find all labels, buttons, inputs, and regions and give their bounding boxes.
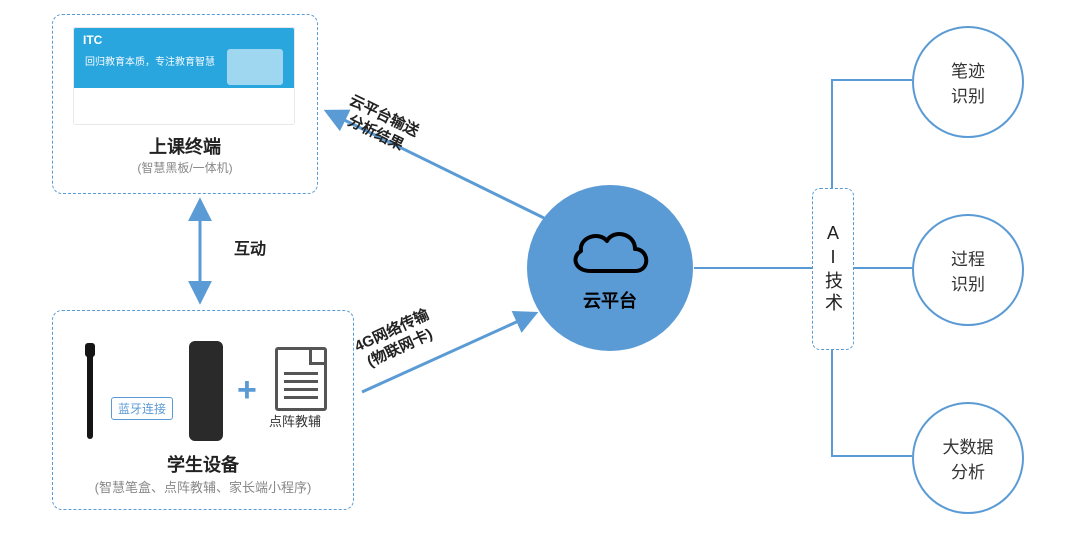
screen-tagline: 回归教育本质，专注教育智慧 — [85, 53, 215, 68]
doc-label: 点阵教辅 — [269, 411, 321, 430]
screen-art — [227, 49, 283, 85]
node-bigdata: 大数据 分析 — [912, 402, 1024, 514]
pen-icon — [87, 353, 93, 439]
node-process: 过程 识别 — [912, 214, 1024, 326]
cloud-icon — [565, 223, 655, 281]
doc-icon — [275, 347, 327, 411]
bluetooth-label: 蓝牙连接 — [111, 397, 173, 420]
student-subtitle: (智慧笔盒、点阵教辅、家长端小程序) — [53, 477, 353, 496]
node-ai: AI技术 — [812, 188, 854, 350]
screen-logo: ITC — [83, 33, 102, 47]
node-terminal: ITC 回归教育本质，专注教育智慧 上课终端 (智慧黑板/一体机) — [52, 14, 318, 194]
plus-icon: + — [237, 371, 257, 410]
terminal-screen: ITC 回归教育本质，专注教育智慧 — [73, 27, 295, 125]
label-student-to-cloud: 4G网络传输 (物联网卡) — [352, 306, 440, 374]
node-handwriting: 笔迹 识别 — [912, 26, 1024, 138]
student-title: 学生设备 — [53, 451, 353, 477]
ai-label: AI技术 — [820, 223, 846, 315]
label-cloud-to-terminal: 云平台输送 分析结果 — [338, 92, 422, 159]
diagram-stage: 互动 云平台输送 分析结果 4G网络传输 (物联网卡) ITC 回归教育本质，专… — [0, 0, 1080, 537]
edge-ai-r1 — [832, 80, 912, 188]
edge-ai-r3 — [832, 348, 912, 456]
terminal-title: 上课终端 — [53, 133, 317, 159]
node-student: 蓝牙连接 + 点阵教辅 学生设备 (智慧笔盒、点阵教辅、家长端小程序) — [52, 310, 354, 510]
node-cloud: 云平台 — [527, 185, 693, 351]
cloud-label: 云平台 — [583, 287, 637, 313]
terminal-subtitle: (智慧黑板/一体机) — [53, 159, 317, 176]
label-interaction: 互动 — [234, 240, 266, 260]
device-icon — [189, 341, 223, 441]
